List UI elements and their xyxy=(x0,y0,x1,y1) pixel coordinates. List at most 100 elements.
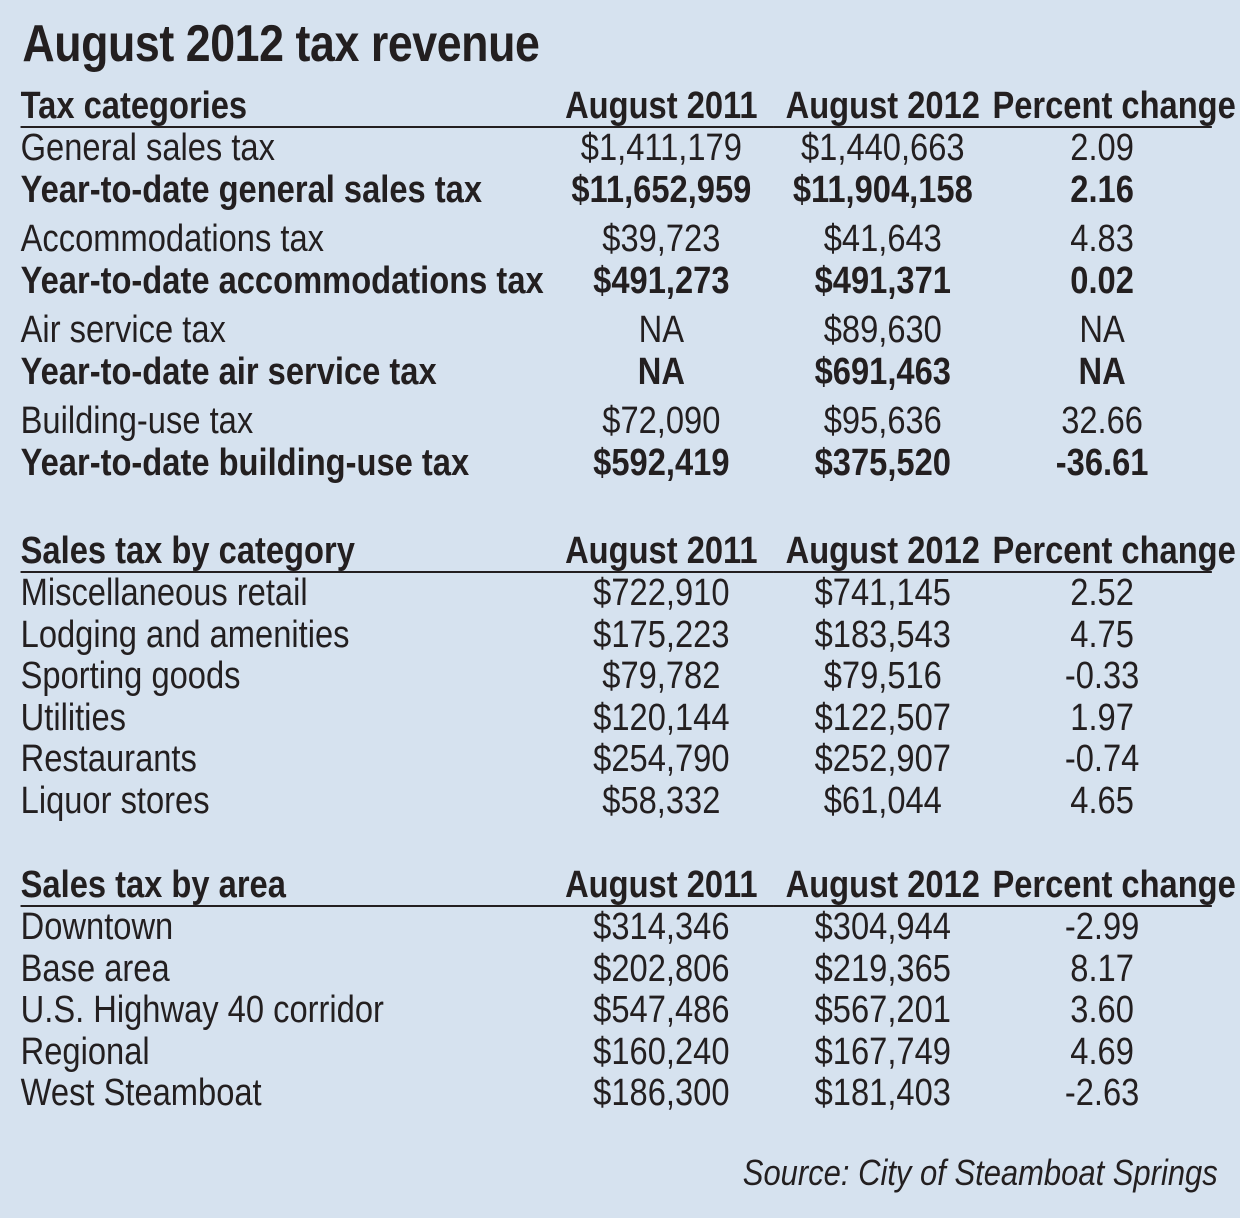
value-august-2012: $181,403 xyxy=(814,1072,951,1114)
value-percent-change: -36.61 xyxy=(1055,441,1149,484)
row-label: Accommodations tax xyxy=(20,218,324,260)
value-august-2012: $375,520 xyxy=(814,441,951,484)
table-row: General sales tax $1,411,179 $1,440,663 2.0… xyxy=(21,127,1212,170)
value-august-2011: $547,486 xyxy=(593,989,730,1031)
value-august-2011: $120,144 xyxy=(593,696,730,739)
value-august-2012: $89,630 xyxy=(823,309,942,351)
table-row: Accommodations tax $39,723 $41,643 4.83 xyxy=(21,211,1212,261)
table-row: Year-to-date general sales tax $11,652,95… xyxy=(20,168,1212,212)
value-august-2012: $183,543 xyxy=(814,613,951,656)
table-row: Year-to-date accommodations tax $491,273 $… xyxy=(20,259,1212,303)
value-august-2011: $1,411,179 xyxy=(580,127,742,169)
value-august-2011: $72,090 xyxy=(602,400,721,442)
value-percent-change: 4.65 xyxy=(1070,779,1134,822)
value-percent-change: 32.66 xyxy=(1061,400,1143,442)
row-label: Restaurants xyxy=(20,738,197,780)
value-august-2012: $11,904,158 xyxy=(792,168,973,211)
value-august-2011: $39,723 xyxy=(602,218,721,260)
column-header-august-2012: August 2012 xyxy=(773,531,993,573)
column-header-percent-change: Percent change xyxy=(992,530,1236,573)
value-percent-change: 4.69 xyxy=(1070,1030,1134,1073)
value-august-2012: $41,643 xyxy=(823,218,942,260)
table-row: West Steamboat $186,300 $181,403 -2.63 xyxy=(21,1072,1212,1115)
value-percent-change: 2.09 xyxy=(1070,127,1134,169)
value-august-2011: $722,910 xyxy=(593,572,730,614)
value-august-2011: NA xyxy=(637,350,685,393)
column-header-category: Tax categories xyxy=(20,86,550,128)
value-august-2012: $79,516 xyxy=(823,655,942,697)
table-header-row: Sales tax by area August 2011 August 201… xyxy=(20,865,1236,907)
row-label: Air service tax xyxy=(20,309,226,351)
value-percent-change: 8.17 xyxy=(1070,947,1134,990)
value-august-2011: NA xyxy=(638,309,685,351)
table-row: U.S. Highway 40 corridor $547,486 $567,201… xyxy=(20,989,1212,1032)
value-august-2011: $160,240 xyxy=(593,1030,730,1073)
value-august-2012: $122,507 xyxy=(814,696,951,739)
value-percent-change: -0.74 xyxy=(1064,738,1140,780)
row-label: Utilities xyxy=(20,696,126,739)
sales-tax-by-area-table: Sales tax by area August 2011 August 201… xyxy=(20,865,1236,1115)
value-august-2012: $219,365 xyxy=(814,947,951,990)
value-percent-change: 1.97 xyxy=(1070,696,1134,739)
row-label: Year-to-date general sales tax xyxy=(20,168,483,211)
column-header-august-2011: August 2011 xyxy=(549,531,774,573)
table-row: Sporting goods $79,782 $79,516 -0.33 xyxy=(20,655,1212,698)
column-header-percent-change: Percent change xyxy=(992,85,1236,128)
value-august-2012: $252,907 xyxy=(814,738,951,780)
value-august-2012: $95,636 xyxy=(823,400,942,442)
value-percent-change: 4.75 xyxy=(1070,613,1134,656)
value-august-2012: $304,944 xyxy=(814,906,951,948)
value-august-2011: $254,790 xyxy=(593,738,730,780)
tax-categories-table: Tax categories August 2011 August 2012 P… xyxy=(20,85,1236,485)
value-august-2011: $592,419 xyxy=(593,441,730,484)
row-label: Downtown xyxy=(20,906,174,948)
value-august-2011: $11,652,959 xyxy=(571,168,752,211)
value-august-2011: $58,332 xyxy=(602,779,721,822)
table-row: Lodging and amenities $175,223 $183,543 4.7… xyxy=(20,613,1212,657)
column-header-august-2011: August 2011 xyxy=(549,86,774,128)
value-august-2011: $314,346 xyxy=(593,906,730,948)
value-percent-change: 0.02 xyxy=(1070,259,1134,302)
table-row: Building-use tax $72,090 $95,636 32.66 xyxy=(21,393,1212,443)
value-percent-change: 2.52 xyxy=(1070,572,1134,614)
page-title: August 2012 tax revenue xyxy=(22,15,540,73)
value-august-2012: $1,440,663 xyxy=(801,127,965,169)
table-row: Air service tax NA $89,630 NA xyxy=(21,302,1212,352)
value-percent-change: 2.16 xyxy=(1070,168,1134,211)
table-row: Miscellaneous retail $722,910 $741,145 2.52 xyxy=(21,572,1212,615)
table-row: Downtown $314,346 $304,944 -2.99 xyxy=(21,906,1212,949)
value-august-2012: $691,463 xyxy=(814,350,951,393)
table-row: Utilities $120,144 $122,507 1.97 xyxy=(20,696,1212,740)
value-percent-change: NA xyxy=(1078,350,1126,393)
row-label: Lodging and amenities xyxy=(20,613,350,656)
value-percent-change: 3.60 xyxy=(1070,989,1134,1031)
table-row: Liquor stores $58,332 $61,044 4.65 xyxy=(20,779,1212,823)
table-row: Restaurants $254,790 $252,907 -0.74 xyxy=(20,738,1212,781)
value-august-2011: $186,300 xyxy=(593,1072,730,1114)
table-row: Regional $160,240 $167,749 4.69 xyxy=(21,1030,1212,1074)
value-august-2012: $491,371 xyxy=(814,259,951,302)
sales-tax-by-category-table: Sales tax by category August 2011 August… xyxy=(20,530,1236,823)
value-august-2011: $79,782 xyxy=(602,655,721,697)
table-row: Year-to-date air service tax NA $691,463 NA xyxy=(20,350,1212,394)
table-header-row: Tax categories August 2011 August 2012 P… xyxy=(20,85,1236,128)
column-header-august-2011: August 2011 xyxy=(549,865,774,907)
column-header-august-2012: August 2012 xyxy=(773,86,993,128)
row-label: U.S. Highway 40 corridor xyxy=(20,989,384,1031)
row-label: Year-to-date air service tax xyxy=(20,350,437,393)
row-label: Year-to-date building-use tax xyxy=(20,441,470,484)
value-august-2011: $175,223 xyxy=(593,613,730,656)
row-label: Liquor stores xyxy=(20,779,210,822)
table-row: Base area $202,806 $219,365 8.17 xyxy=(21,947,1212,991)
table-header-row: Sales tax by category August 2011 August… xyxy=(20,530,1236,573)
row-label: Year-to-date accommodations tax xyxy=(20,259,544,302)
source-credit: Source: City of Steamboat Springs xyxy=(742,1152,1218,1193)
value-percent-change: 4.83 xyxy=(1070,218,1134,260)
value-august-2012: $61,044 xyxy=(823,779,942,822)
value-percent-change: NA xyxy=(1079,309,1125,351)
table-row: Year-to-date building-use tax $592,419 $37… xyxy=(20,441,1212,485)
row-label: Building-use tax xyxy=(20,400,254,442)
row-label: Sporting goods xyxy=(20,655,241,697)
value-august-2012: $167,749 xyxy=(814,1030,951,1073)
